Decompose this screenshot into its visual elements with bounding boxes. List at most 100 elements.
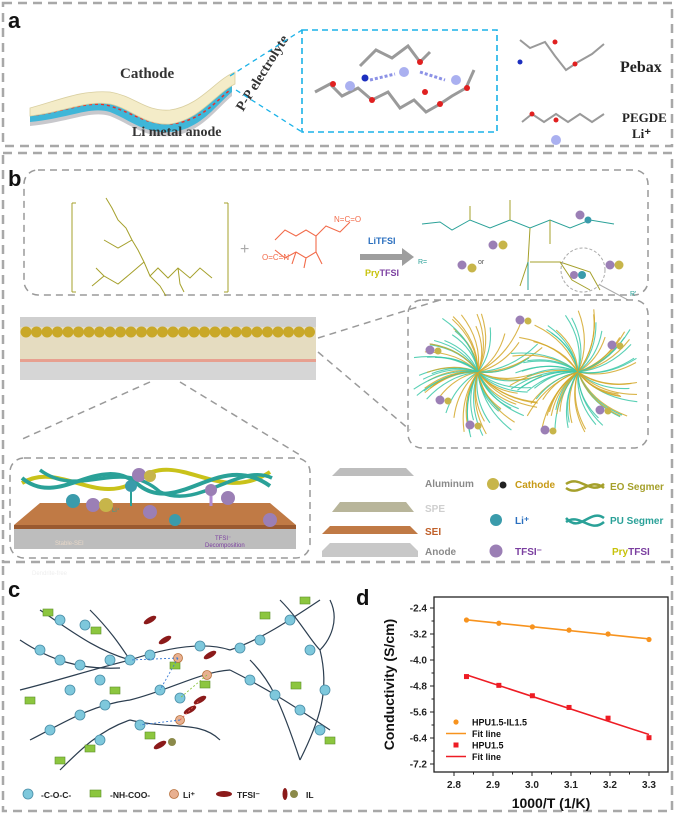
urethane-unit bbox=[290, 681, 302, 690]
cathode-particle bbox=[31, 326, 42, 338]
cathode-particle bbox=[251, 326, 263, 338]
legend-pu: PU Segmer bbox=[610, 516, 663, 527]
ether-bead bbox=[319, 684, 331, 696]
legend-label: Fit line bbox=[472, 729, 501, 739]
li-interface-label: Li⁺ bbox=[112, 507, 120, 514]
polymer-fiber bbox=[429, 343, 479, 373]
li-legend-icon-c bbox=[169, 789, 179, 799]
ether-bead bbox=[74, 659, 86, 671]
top-plate bbox=[20, 317, 316, 327]
interface-illustration bbox=[14, 467, 296, 549]
urethane-unit bbox=[84, 744, 96, 753]
cathode-particle bbox=[188, 326, 200, 338]
polymer-fiber bbox=[452, 316, 479, 373]
polymer-fiber bbox=[445, 371, 479, 414]
polymer-fiber bbox=[577, 371, 622, 398]
x-tick-label: 3.2 bbox=[603, 780, 617, 791]
y-tick-label: -4.8 bbox=[410, 682, 428, 693]
r-prime: R' bbox=[630, 291, 636, 298]
polymer-fiber bbox=[577, 371, 604, 426]
legend-cathode: Cathode bbox=[515, 480, 555, 491]
layer-legend bbox=[322, 468, 418, 534]
x-tick-label: 2.8 bbox=[447, 780, 461, 791]
cathode-particle bbox=[136, 326, 147, 338]
legend-eo: EO Segmer bbox=[610, 482, 664, 493]
polymer-fiber bbox=[477, 371, 502, 410]
data-point bbox=[463, 617, 470, 623]
polymer-fiber bbox=[460, 314, 480, 373]
urethane-unit bbox=[90, 626, 102, 635]
cathode-particle bbox=[293, 326, 305, 338]
tfsi-anion bbox=[158, 635, 172, 645]
spe-layer-icon bbox=[332, 502, 414, 512]
polymer-fiber bbox=[571, 317, 582, 373]
legend-prytfsi: PryTFSI bbox=[612, 547, 650, 558]
legend-label: HPU1.5 bbox=[472, 741, 504, 751]
zoom-line bbox=[19, 381, 151, 441]
polymer-network-render bbox=[413, 309, 638, 438]
li-ball bbox=[584, 216, 592, 224]
zoom-line bbox=[179, 381, 301, 456]
cathode-particles bbox=[20, 326, 315, 338]
polymer-fiber bbox=[550, 371, 579, 416]
li-ball bbox=[578, 271, 586, 279]
panel-a-label: a bbox=[8, 8, 21, 33]
polymer-fiber bbox=[477, 327, 492, 373]
legend-tfsi: TFSI⁻ bbox=[237, 790, 260, 800]
polymer-fiber bbox=[453, 371, 479, 418]
cathode-particle bbox=[230, 326, 242, 338]
polymer-chain bbox=[319, 599, 335, 651]
arrow-top-label: LiTFSI bbox=[368, 236, 396, 246]
data-point bbox=[566, 627, 572, 633]
cathode-particle bbox=[83, 326, 95, 338]
polymer-chain bbox=[299, 649, 325, 761]
cathode-particle bbox=[62, 326, 74, 338]
polymer-chain bbox=[129, 669, 231, 701]
polymer-fiber bbox=[477, 371, 528, 393]
polymer-chain-schematic bbox=[19, 596, 336, 771]
polymer-fiber bbox=[477, 371, 525, 417]
data-point bbox=[646, 735, 652, 741]
y-tick-label: -7.2 bbox=[410, 760, 428, 771]
x-tick-label: 2.9 bbox=[486, 780, 500, 791]
tfsi-ball bbox=[605, 260, 615, 270]
panel-a: a Cathode P-P electrolyte Li metal anode bbox=[1, 1, 674, 148]
molecular-zoom-box bbox=[301, 29, 498, 133]
cathode-ball bbox=[549, 427, 557, 435]
cathode-layer bbox=[29, 71, 236, 125]
data-point bbox=[496, 620, 502, 626]
polymer-fiber bbox=[413, 355, 479, 373]
eo-segment-icon bbox=[565, 480, 605, 492]
cathode-ball bbox=[614, 260, 624, 270]
tfsi-ball bbox=[575, 210, 585, 220]
urethane-unit bbox=[144, 731, 156, 740]
plot-frame bbox=[433, 596, 669, 773]
ether-bead bbox=[194, 640, 206, 652]
aluminum-layer-icon bbox=[332, 468, 414, 476]
tfsi-ball bbox=[425, 345, 435, 355]
anode-layer-icon bbox=[322, 543, 418, 557]
ether-bead bbox=[294, 704, 306, 716]
data-point bbox=[605, 631, 611, 637]
polymer-fiber bbox=[577, 371, 621, 417]
panel-d-label: d bbox=[356, 585, 369, 610]
ether-bead bbox=[104, 654, 116, 666]
il-cation bbox=[168, 738, 176, 746]
tfsi-ball bbox=[435, 395, 445, 405]
x-tick-label: 3.1 bbox=[564, 780, 578, 791]
polymer-network-structure bbox=[421, 200, 629, 301]
panel-c-label: c bbox=[8, 577, 20, 602]
cathode-particle bbox=[209, 326, 221, 338]
data-point bbox=[529, 624, 535, 630]
polymer-fiber bbox=[444, 340, 479, 373]
reaction-arrow bbox=[360, 248, 414, 266]
polymer-fiber bbox=[477, 320, 523, 373]
polymer-fiber bbox=[521, 370, 579, 388]
polymer-fiber bbox=[577, 357, 637, 374]
flexible-battery-illustration bbox=[29, 71, 236, 137]
cathode-ball bbox=[434, 347, 442, 355]
cathode-ball bbox=[467, 263, 477, 273]
ether-bead bbox=[79, 619, 91, 631]
il-legend-cation-icon bbox=[282, 788, 288, 800]
